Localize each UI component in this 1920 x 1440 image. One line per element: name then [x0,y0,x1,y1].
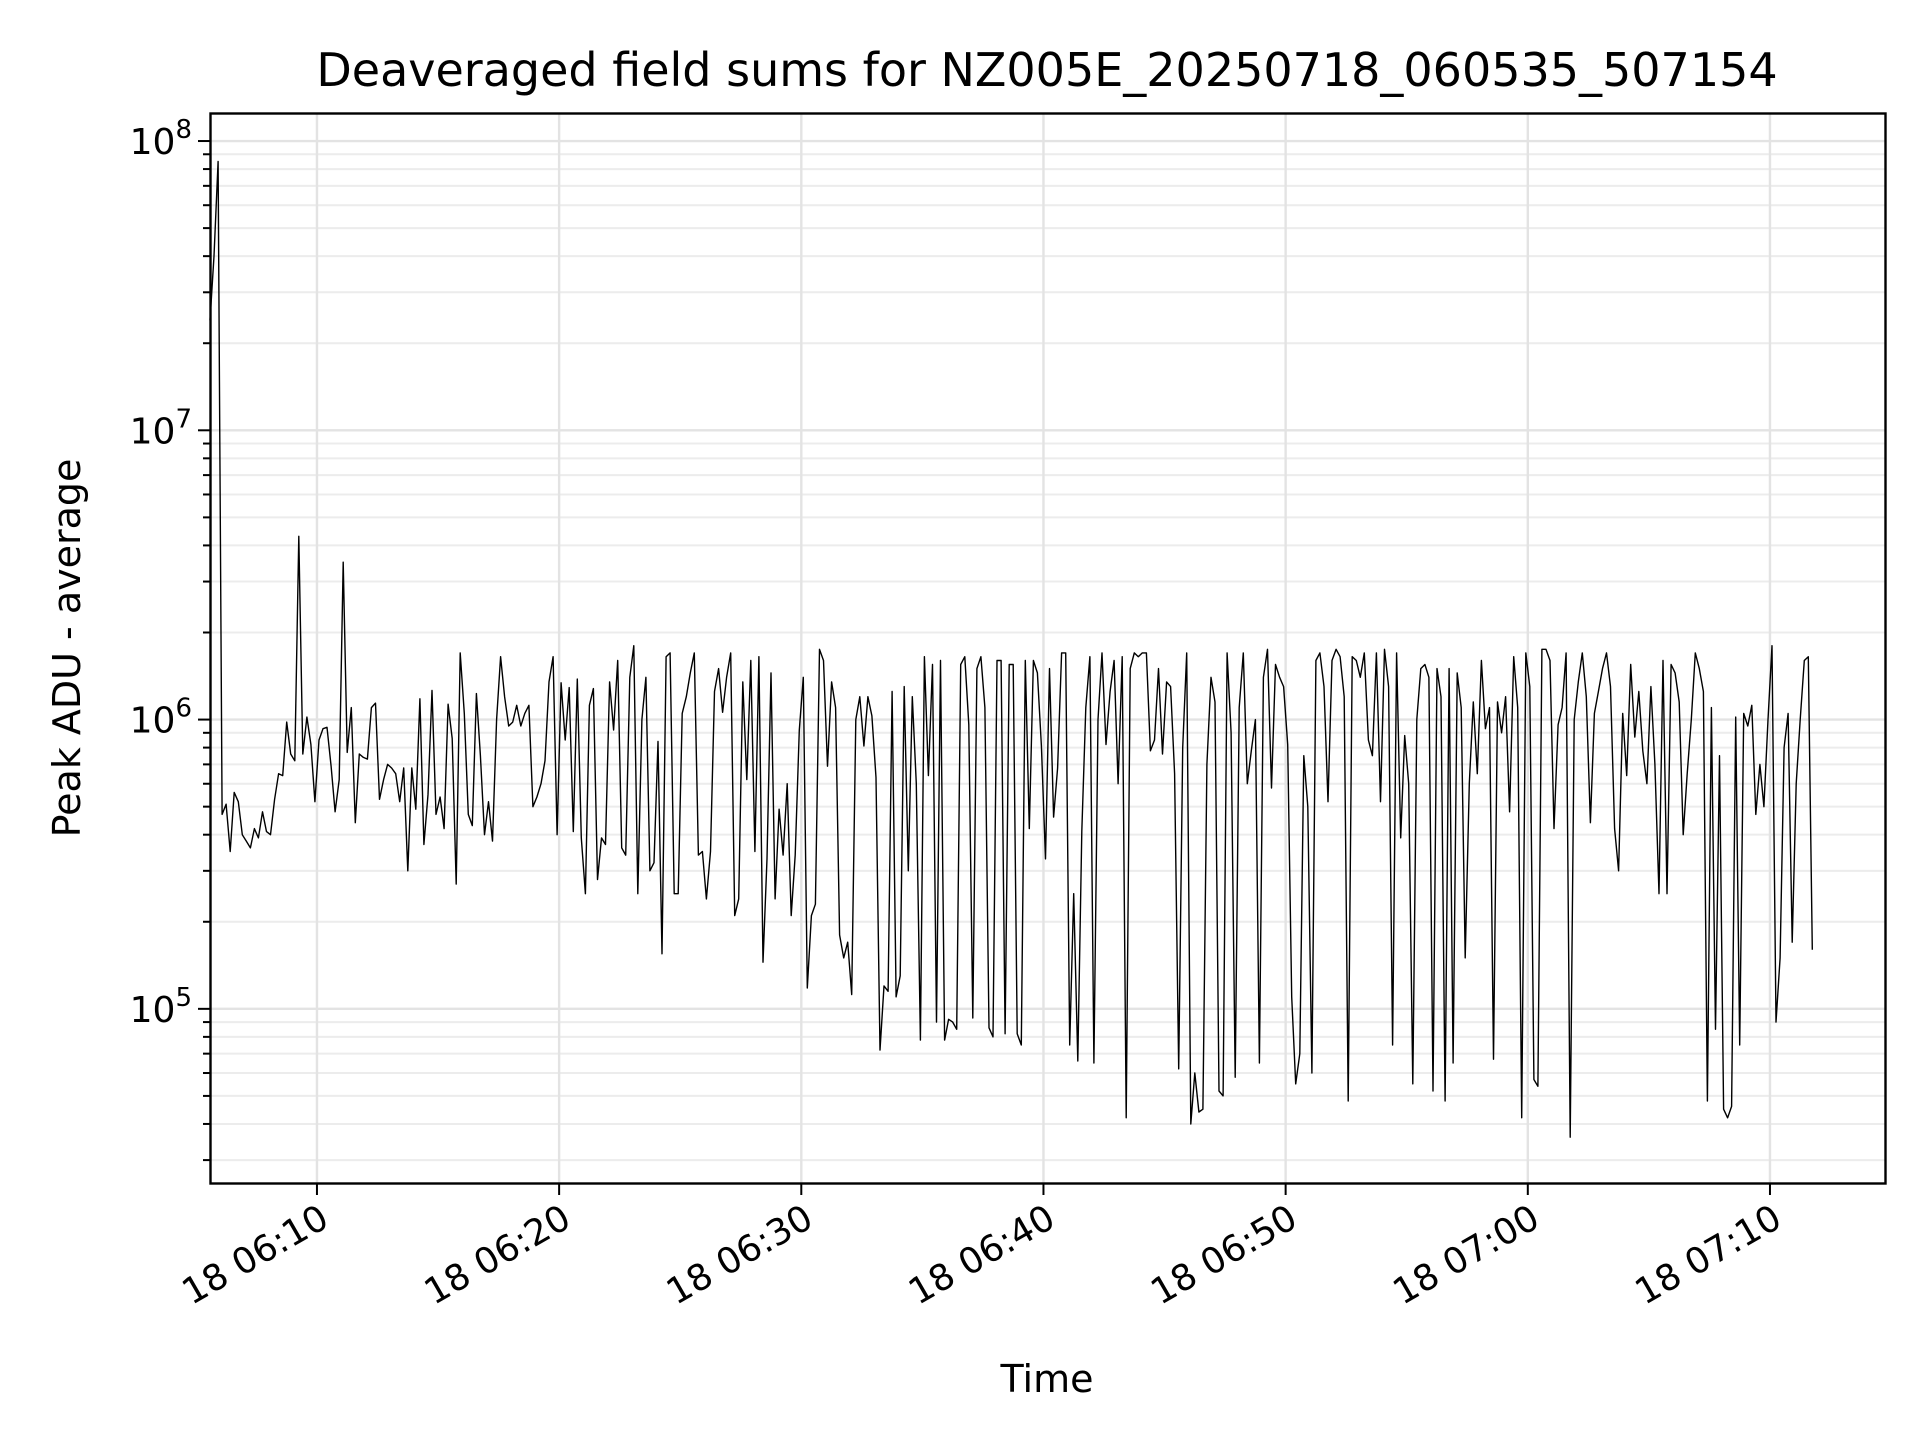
y-axis-ticks: 105 106 107 108 [130,115,210,1162]
x-axis-label: Time [1000,1357,1094,1401]
grid [210,113,1885,1183]
y-tick-label: 107 [130,404,192,452]
chart-title: Deaveraged field sums for NZ005E_2025071… [316,43,1777,97]
y-tick-label: 106 [130,694,192,742]
y-tick-label: 105 [130,983,192,1031]
plot-frame [209,112,1887,1185]
y-tick-label: 108 [130,115,192,163]
series-line [209,160,1813,1138]
series-layer [209,160,1813,1138]
y-axis-label: Peak ADU - average [45,459,89,838]
